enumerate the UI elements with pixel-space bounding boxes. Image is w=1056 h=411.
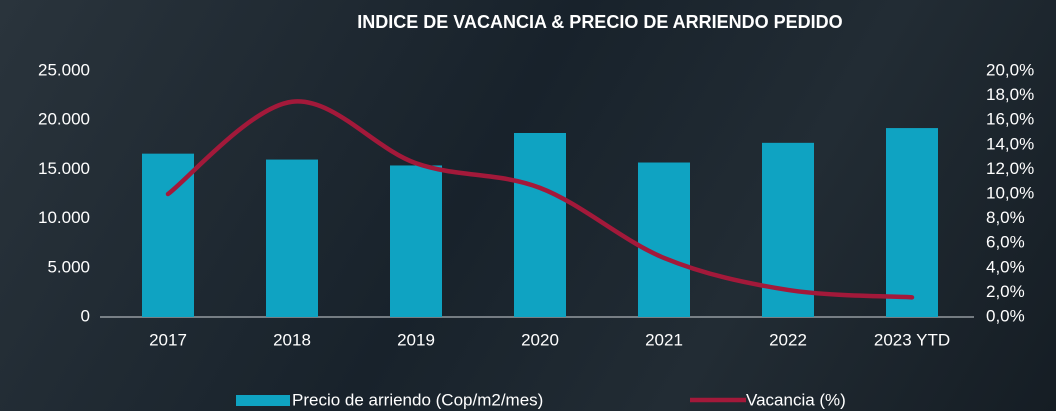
x-tick-label: 2023 YTD	[874, 330, 950, 349]
y2-tick-label: 10,0%	[986, 183, 1034, 202]
y-tick-label: 5.000	[47, 257, 90, 276]
y2-tick-label: 4,0%	[986, 257, 1025, 276]
y-tick-label: 20.000	[38, 110, 90, 129]
bar	[266, 159, 318, 317]
y-tick-label: 15.000	[38, 159, 90, 178]
legend-label: Vacancia (%)	[746, 390, 846, 409]
x-tick-label: 2022	[769, 330, 807, 349]
bar	[886, 128, 938, 317]
legend-swatch	[236, 395, 290, 406]
y2-tick-label: 12,0%	[986, 159, 1034, 178]
x-tick-label: 2018	[273, 330, 311, 349]
y-tick-label: 25.000	[38, 60, 90, 79]
bar	[638, 162, 690, 317]
x-tick-label: 2020	[521, 330, 559, 349]
y2-tick-label: 8,0%	[986, 208, 1025, 227]
y2-tick-label: 20,0%	[986, 60, 1034, 79]
y2-tick-label: 16,0%	[986, 110, 1034, 129]
x-tick-label: 2019	[397, 330, 435, 349]
y-tick-label: 0	[81, 306, 90, 325]
y2-tick-label: 18,0%	[986, 85, 1034, 104]
x-tick-label: 2017	[149, 330, 187, 349]
y2-tick-label: 14,0%	[986, 134, 1034, 153]
chart-title: INDICE DE VACANCIA & PRECIO DE ARRIENDO …	[357, 12, 842, 32]
bar	[514, 132, 566, 317]
bar	[390, 165, 442, 317]
y-tick-label: 10.000	[38, 208, 90, 227]
legend-label: Precio de arriendo (Cop/m2/mes)	[292, 390, 543, 409]
line	[165, 99, 915, 300]
y2-tick-label: 2,0%	[986, 282, 1025, 301]
y2-tick-label: 0,0%	[986, 306, 1025, 325]
x-tick-label: 2021	[645, 330, 683, 349]
y2-tick-label: 6,0%	[986, 233, 1025, 252]
